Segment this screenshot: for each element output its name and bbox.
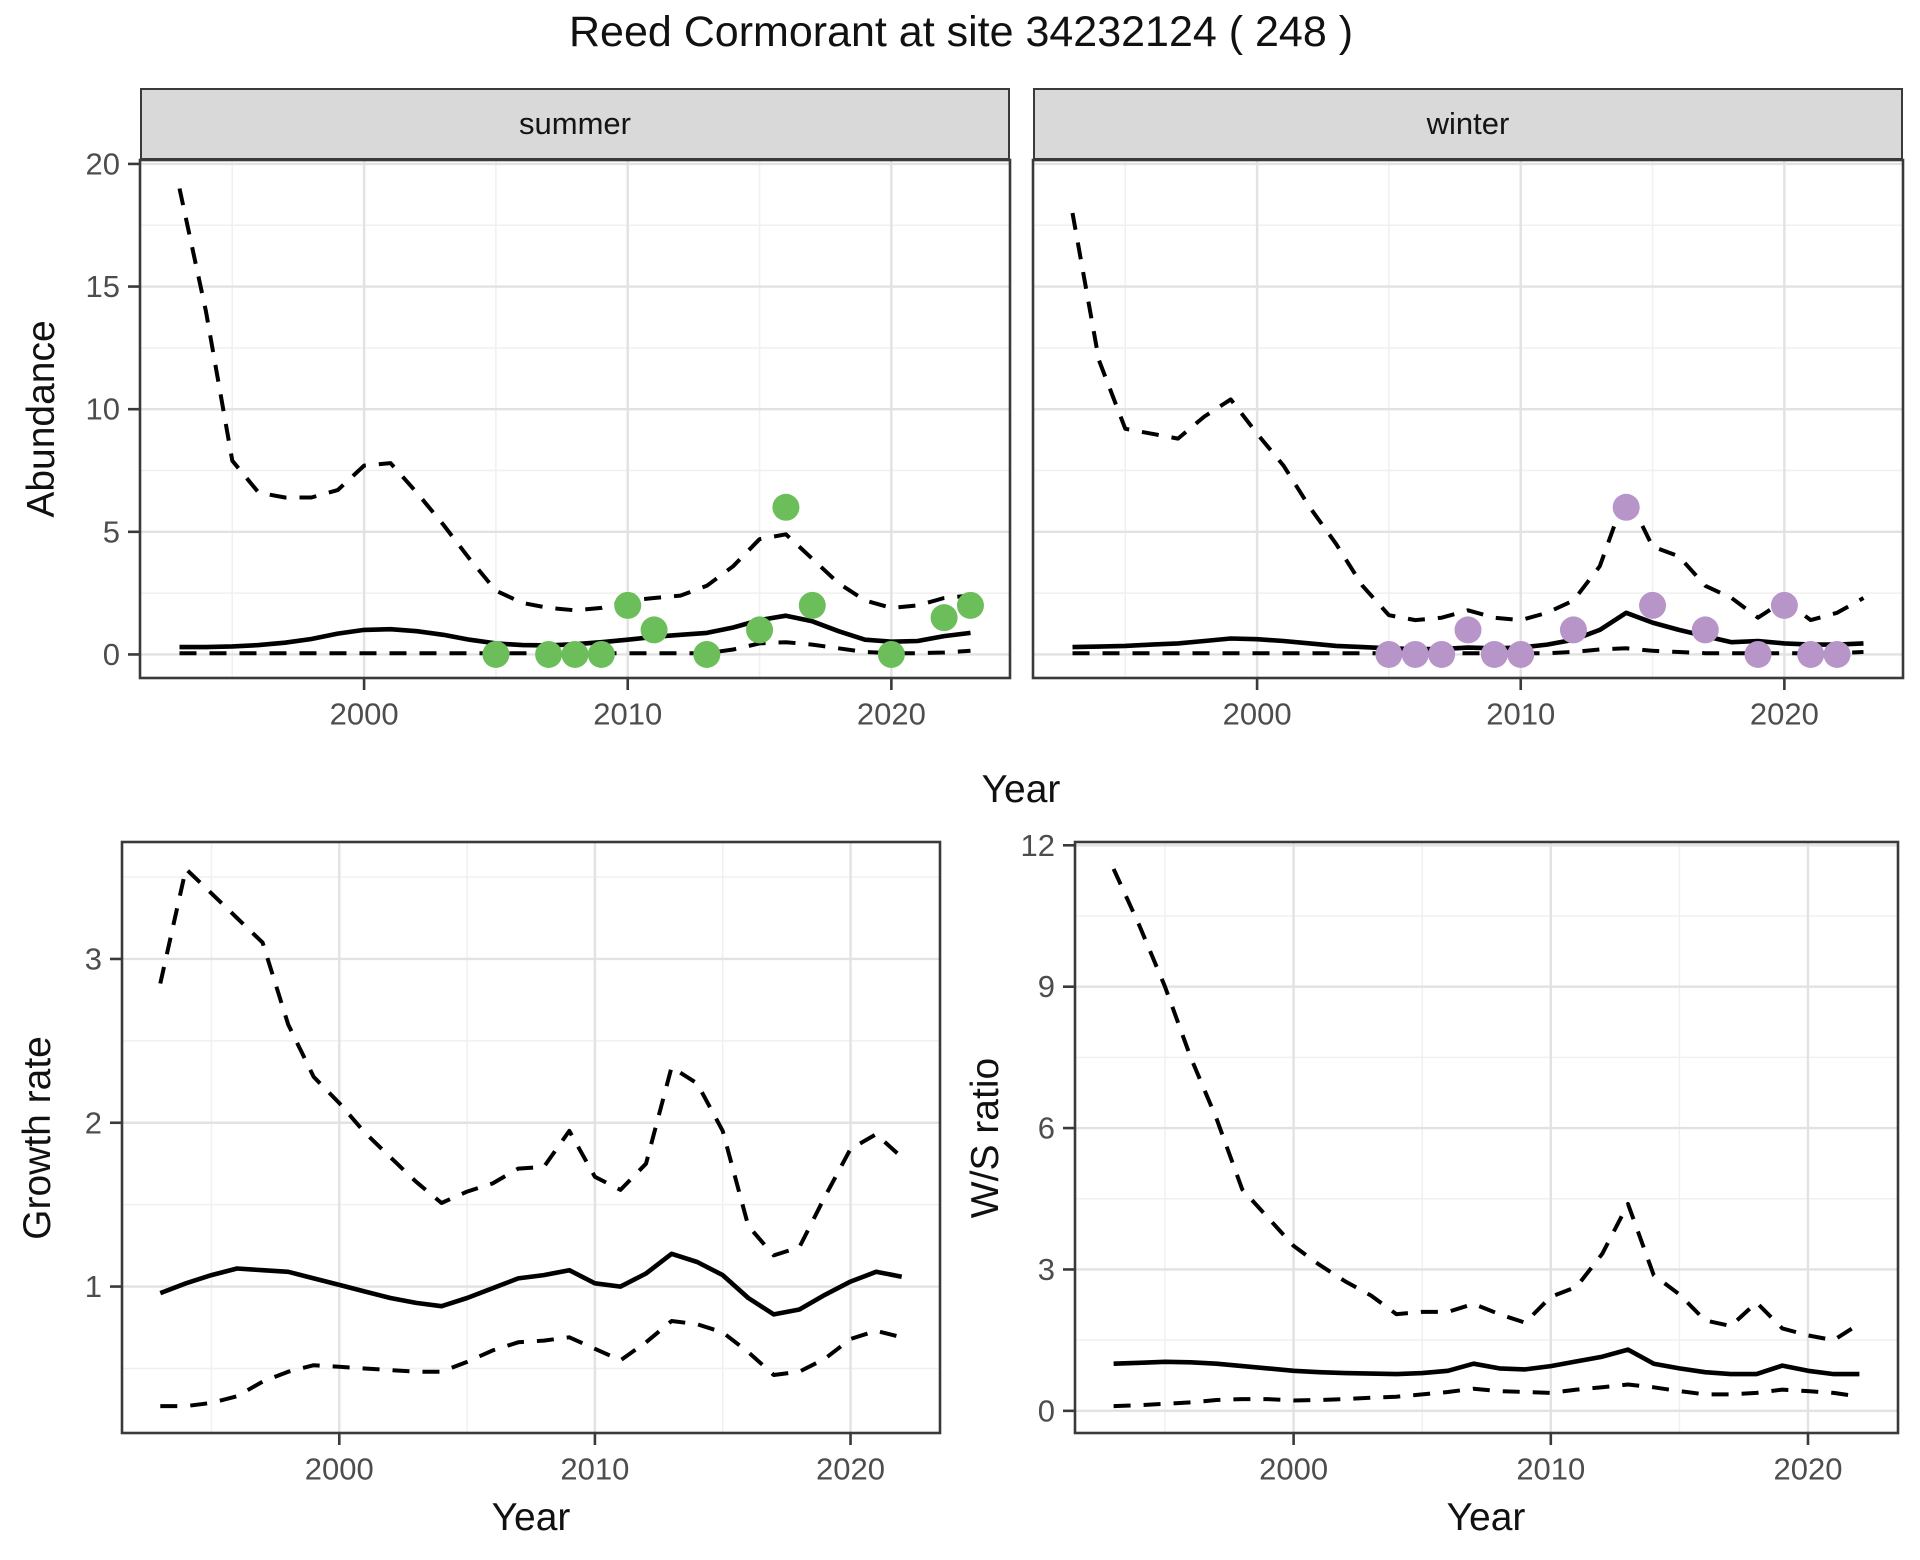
x-tick-label: 2000 xyxy=(1259,1451,1328,1486)
series-solid xyxy=(1072,610,1864,652)
x-tick-label: 2000 xyxy=(330,696,399,731)
x-tick-label: 2020 xyxy=(816,1451,885,1486)
data-point xyxy=(772,493,800,521)
data-point xyxy=(1454,616,1482,644)
data-point xyxy=(1612,493,1640,521)
data-point xyxy=(956,591,984,619)
series-solid xyxy=(1113,1347,1860,1377)
year-axis-title-bottom-left: Year xyxy=(491,1496,571,1539)
x-tick-label: 2000 xyxy=(1223,696,1292,731)
series-dashed xyxy=(1072,646,1864,656)
y-tick-label: 2 xyxy=(85,1105,102,1140)
facet-strip-winter-label: winter xyxy=(1426,106,1510,141)
series-solid xyxy=(159,1251,903,1317)
y-tick-label: 0 xyxy=(1038,1393,1055,1428)
data-point xyxy=(561,640,589,668)
data-point xyxy=(1401,640,1429,668)
year-axis-title-bottom-right: Year xyxy=(1446,1496,1526,1539)
data-point xyxy=(614,591,642,619)
data-point xyxy=(746,616,774,644)
x-tick-label: 2010 xyxy=(1486,696,1555,731)
year-axis-title-top: Year xyxy=(981,768,1061,811)
y-tick-label: 10 xyxy=(86,392,120,427)
y-tick-label: 20 xyxy=(86,146,120,181)
y-tick-label: 6 xyxy=(1038,1111,1055,1146)
data-point xyxy=(877,640,905,668)
data-point xyxy=(693,640,721,668)
y-tick-label: 0 xyxy=(103,637,120,672)
series-dashed xyxy=(1113,1382,1860,1409)
x-tick-label: 2020 xyxy=(1750,696,1819,731)
data-point xyxy=(930,604,958,632)
y-tick-label: 15 xyxy=(86,269,120,304)
facet-strip-summer: summer xyxy=(140,88,1010,160)
panel-growth-rate: 2000 2010 2020 1 2 3 xyxy=(85,840,942,1486)
x-tick-label: 2020 xyxy=(1774,1451,1843,1486)
data-point xyxy=(1797,640,1825,668)
data-point xyxy=(640,616,668,644)
series-dashed xyxy=(158,866,904,1258)
data-point xyxy=(1559,616,1587,644)
data-point xyxy=(798,591,826,619)
panel-abundance-summer: 2000 2010 2020 0 5 10 15 20 xyxy=(86,146,1012,731)
data-point xyxy=(1480,640,1508,668)
y-tick-label: 1 xyxy=(85,1269,102,1304)
y-tick-label: 12 xyxy=(1021,828,1055,863)
series-dashed xyxy=(160,1319,903,1409)
series-dashed xyxy=(1070,212,1865,623)
data-point xyxy=(1744,640,1772,668)
abundance-axis-title: Abundance xyxy=(20,320,63,518)
data-point xyxy=(1770,591,1798,619)
x-tick-label: 2020 xyxy=(857,696,926,731)
chart-title: Reed Cormorant at site 34232124 ( 248 ) xyxy=(568,8,1354,56)
y-tick-label: 5 xyxy=(103,514,120,549)
y-tick-label: 3 xyxy=(85,941,102,976)
data-point xyxy=(587,640,615,668)
panel-ws-ratio: 2000 2010 2020 0 3 6 9 12 xyxy=(1021,828,1900,1486)
data-point xyxy=(482,640,510,668)
series-dashed xyxy=(177,188,971,613)
facet-strip-summer-label: summer xyxy=(519,106,631,141)
facet-strip-winter: winter xyxy=(1033,88,1903,160)
growth-rate-axis-title: Growth rate xyxy=(16,1036,59,1240)
x-tick-label: 2010 xyxy=(1516,1451,1585,1486)
data-point xyxy=(535,640,563,668)
x-tick-label: 2010 xyxy=(560,1451,629,1486)
data-point xyxy=(1507,640,1535,668)
data-point xyxy=(1428,640,1456,668)
y-tick-label: 9 xyxy=(1038,969,1055,1004)
panel-abundance-winter: 2000 2010 2020 xyxy=(1031,158,1905,731)
data-point xyxy=(1639,591,1667,619)
x-tick-label: 2010 xyxy=(593,696,662,731)
data-point xyxy=(1375,640,1403,668)
series-dashed xyxy=(1111,868,1861,1343)
data-point xyxy=(1691,616,1719,644)
data-point xyxy=(1823,640,1851,668)
ws-ratio-axis-title: W/S ratio xyxy=(964,1057,1007,1219)
y-tick-label: 3 xyxy=(1038,1252,1055,1287)
x-tick-label: 2000 xyxy=(305,1451,374,1486)
